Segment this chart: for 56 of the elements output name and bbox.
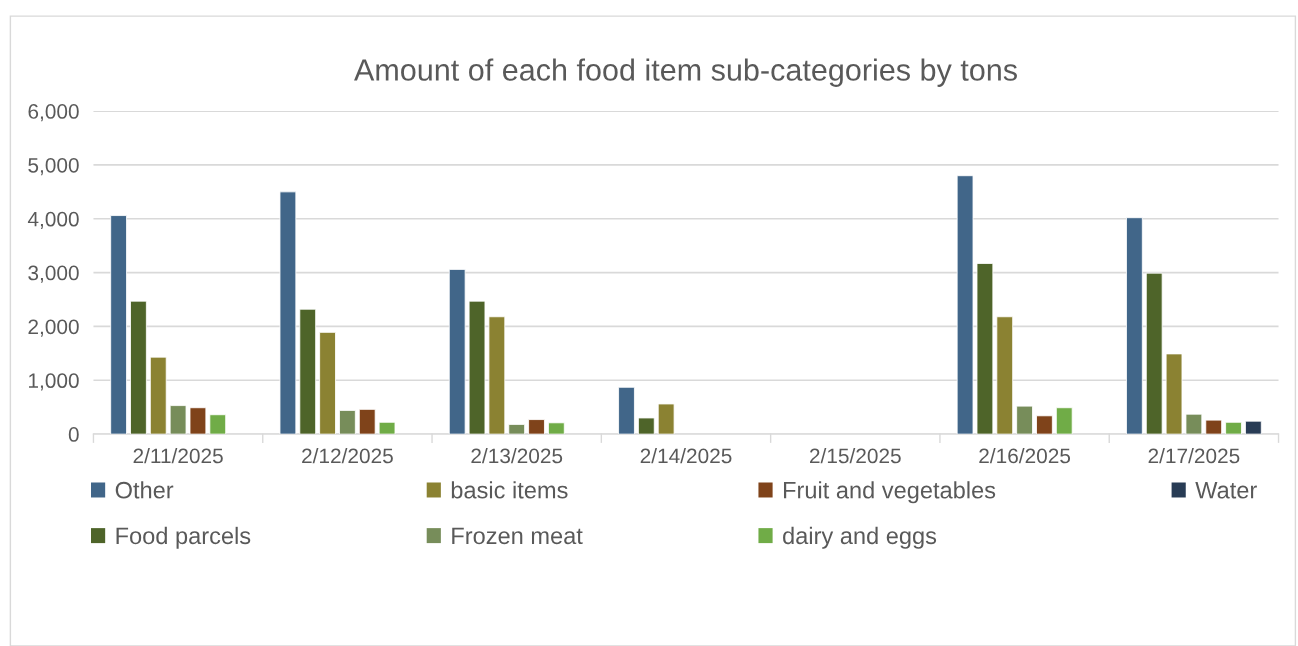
- bar: [149, 356, 167, 435]
- x-tick-label: 2/15/2025: [810, 448, 901, 464]
- bar: [1145, 272, 1163, 435]
- bar: [279, 191, 297, 435]
- bar: [528, 419, 545, 435]
- bar: [378, 421, 396, 435]
- bar: [657, 403, 675, 435]
- bar: [169, 405, 187, 435]
- chart-title: Amount of each food item sub-categories by tons: [354, 58, 1017, 87]
- bar: [637, 417, 655, 435]
- bar: [1245, 420, 1262, 435]
- legend-label: Food parcels: [116, 526, 251, 549]
- bar: [1205, 419, 1223, 435]
- x-tick-label: 2/17/2025: [1148, 448, 1240, 464]
- y-tick-label: 2,000: [28, 319, 79, 337]
- bar: [209, 414, 227, 435]
- bar: [488, 316, 506, 435]
- legend-label: Frozen meat: [452, 527, 583, 545]
- bar: [996, 316, 1014, 435]
- bar: [508, 424, 526, 435]
- bar: [339, 410, 356, 435]
- x-tick-label: 2/13/2025: [471, 448, 563, 464]
- bar: [1055, 407, 1073, 435]
- legend-label: Other: [115, 481, 174, 499]
- y-tick-label: 5,000: [28, 157, 79, 176]
- bar: [299, 308, 317, 435]
- bar: [358, 408, 376, 435]
- bar: [448, 268, 466, 435]
- y-tick-label: 1,000: [29, 373, 79, 391]
- bar: [1225, 421, 1242, 435]
- bar: [548, 422, 565, 435]
- x-tick-label: 2/12/2025: [302, 448, 393, 464]
- legend-label: Water: [1195, 482, 1257, 499]
- bar: [110, 215, 127, 435]
- legend-label: Fruit and vegetables: [783, 481, 996, 504]
- bar: [1016, 405, 1033, 435]
- bar: [976, 263, 994, 435]
- legend-label: basic items: [451, 481, 568, 499]
- bar: [130, 300, 147, 435]
- bar: [468, 300, 486, 435]
- legend-label: dairy and eggs: [783, 526, 937, 549]
- x-tick-label: 2/16/2025: [979, 448, 1071, 464]
- bar: [956, 175, 974, 435]
- y-tick-label: 0: [68, 427, 79, 442]
- bar: [189, 407, 207, 435]
- bar: [1165, 353, 1183, 435]
- bar: [1185, 413, 1203, 435]
- x-tick-label: 2/14/2025: [640, 448, 732, 464]
- bar: [1036, 415, 1053, 435]
- y-tick-label: 3,000: [28, 265, 79, 283]
- y-tick-label: 4,000: [27, 211, 79, 229]
- bar: [319, 331, 336, 435]
- y-tick-label: 6,000: [28, 104, 79, 122]
- bar: [618, 386, 635, 435]
- x-tick-label: 2/11/2025: [133, 448, 223, 464]
- bar: [1126, 217, 1143, 435]
